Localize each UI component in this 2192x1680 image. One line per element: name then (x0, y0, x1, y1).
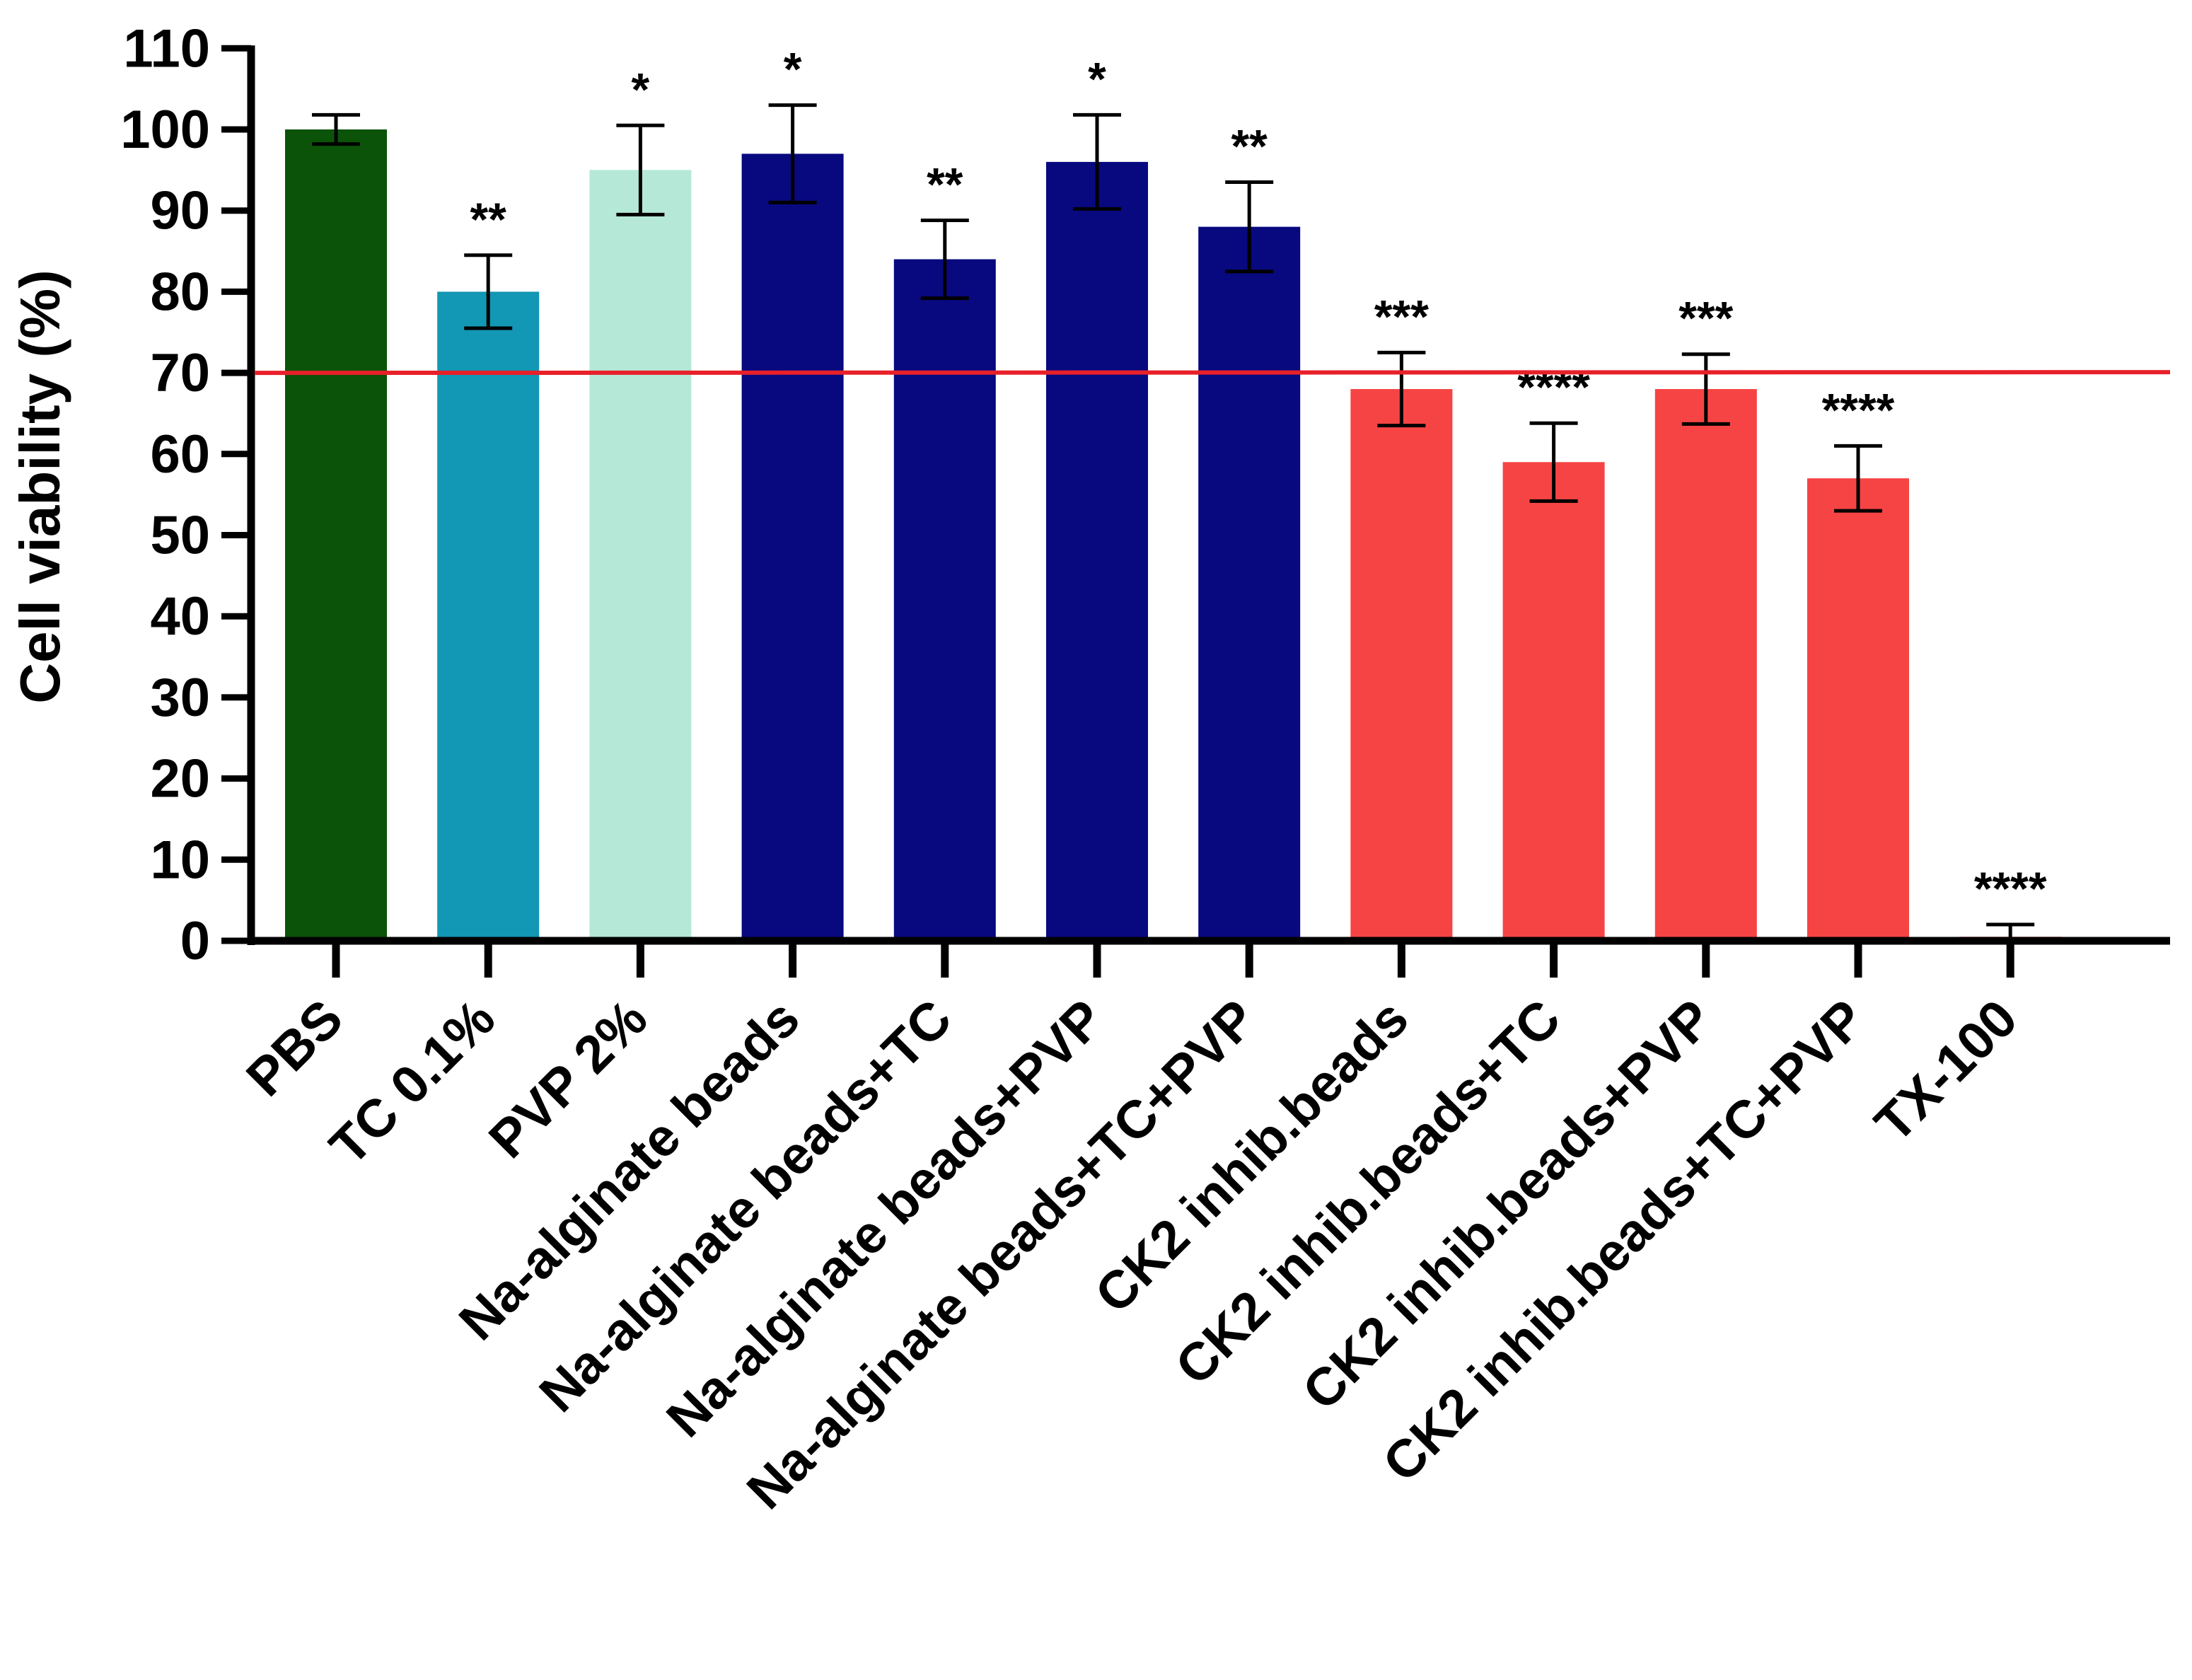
y-tick-label: 90 (150, 181, 210, 241)
bar (1046, 161, 1148, 941)
y-tick-label: 10 (150, 830, 210, 890)
significance-label: **** (1822, 383, 1895, 436)
bar (1502, 462, 1605, 941)
error-bars-layer (312, 103, 2035, 941)
bar (1350, 389, 1453, 941)
x-tick-label: PBS (235, 988, 354, 1107)
y-tick-label: 0 (180, 911, 210, 971)
x-ticks-layer (332, 941, 2014, 978)
y-tick-label: 50 (150, 506, 210, 566)
y-tick-label: 20 (150, 749, 210, 809)
y-tick-label: 30 (150, 668, 210, 728)
bar (285, 129, 387, 941)
significance-label: **** (1974, 862, 2047, 915)
x-tick-label: TX-100 (1863, 988, 2028, 1153)
y-ticks-layer: 0 10 20 30 40 50 60 70 80 90 100 110 (120, 18, 251, 971)
significance-label: * (632, 63, 650, 115)
threshold-layer (254, 370, 2171, 376)
y-axis-label: Cell viability (%) (8, 270, 71, 703)
bar (1198, 226, 1301, 942)
significance-label: *** (1374, 290, 1429, 342)
significance-label: ** (1231, 120, 1268, 173)
y-tick-label: 100 (120, 100, 210, 160)
significance-layer: *** ************************ (470, 43, 2047, 915)
y-tick-label: 60 (150, 424, 210, 485)
significance-label: * (1088, 52, 1106, 105)
significance-label: *** (1678, 292, 1733, 344)
axes-layer (247, 45, 2170, 945)
y-tick-label: 80 (150, 262, 210, 322)
bar (589, 170, 692, 941)
threshold-line (254, 370, 2171, 376)
y-tick-label: 70 (150, 343, 210, 403)
bar (893, 259, 996, 941)
bar (1807, 478, 1909, 941)
significance-label: * (784, 43, 802, 95)
bar (437, 291, 540, 941)
bar (741, 153, 844, 941)
bars-layer (285, 129, 2062, 942)
x-tick-label: TC 0.1% (318, 988, 506, 1176)
significance-label: ** (927, 158, 963, 211)
significance-label: **** (1517, 361, 1590, 413)
significance-label: ** (470, 193, 507, 245)
y-tick-label: 110 (123, 18, 210, 79)
bar (1654, 389, 1757, 941)
y-tick-label: 40 (150, 586, 210, 647)
